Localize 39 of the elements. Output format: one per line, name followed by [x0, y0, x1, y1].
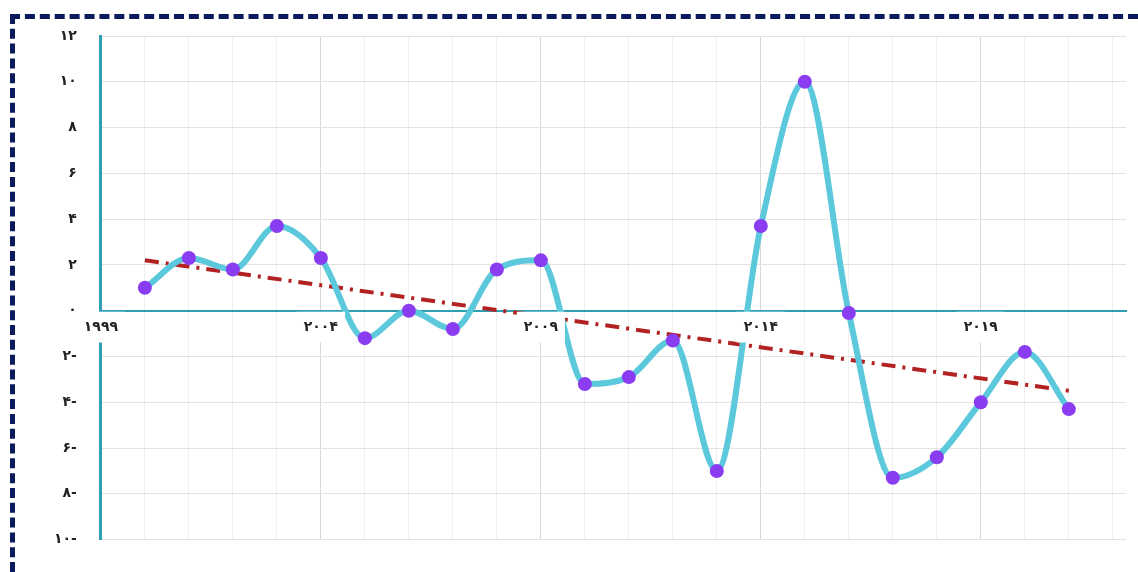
point — [269, 219, 284, 233]
point — [665, 333, 680, 348]
point — [621, 370, 636, 385]
point — [445, 322, 460, 336]
point — [1061, 402, 1076, 417]
point — [841, 305, 856, 320]
point — [753, 219, 768, 233]
point — [137, 280, 152, 295]
y-tick-label: ۶ — [68, 163, 77, 180]
y-tick-label: ۲- — [62, 347, 78, 364]
y-tick-label: ۱۲ — [59, 26, 78, 43]
point — [885, 470, 900, 485]
y-tick-label: ۴- — [62, 392, 78, 409]
point — [313, 251, 328, 266]
y-tick-label: ۰ — [68, 301, 77, 318]
point — [709, 463, 724, 478]
point — [1017, 344, 1032, 359]
y-tick-label: ۴ — [68, 209, 78, 226]
y-tick-label: ۶- — [62, 438, 78, 455]
x-tick-label: ۲۰۰۴ — [303, 317, 339, 334]
point — [929, 450, 944, 465]
y-tick-label: ۸- — [62, 484, 78, 501]
point — [401, 303, 416, 318]
x-tick-label: ۲۰۱۹ — [963, 317, 999, 334]
point — [181, 251, 196, 266]
x-tick-label: ۲۰۱۴ — [743, 317, 779, 334]
point — [577, 376, 592, 391]
y-tick-label: ۱۰ — [59, 72, 77, 89]
point — [357, 331, 372, 346]
y-tick-label: ۱۰- — [53, 530, 78, 547]
point — [973, 395, 988, 410]
x-tick-label: ۱۹۹۹ — [83, 317, 119, 334]
x-tick-label: ۲۰۰۹ — [523, 317, 559, 334]
point — [489, 262, 504, 277]
point — [533, 253, 548, 268]
y-tick-label: ۸ — [68, 118, 78, 135]
y-tick-label: ۲ — [68, 255, 78, 272]
point — [797, 74, 812, 89]
point — [225, 262, 240, 277]
